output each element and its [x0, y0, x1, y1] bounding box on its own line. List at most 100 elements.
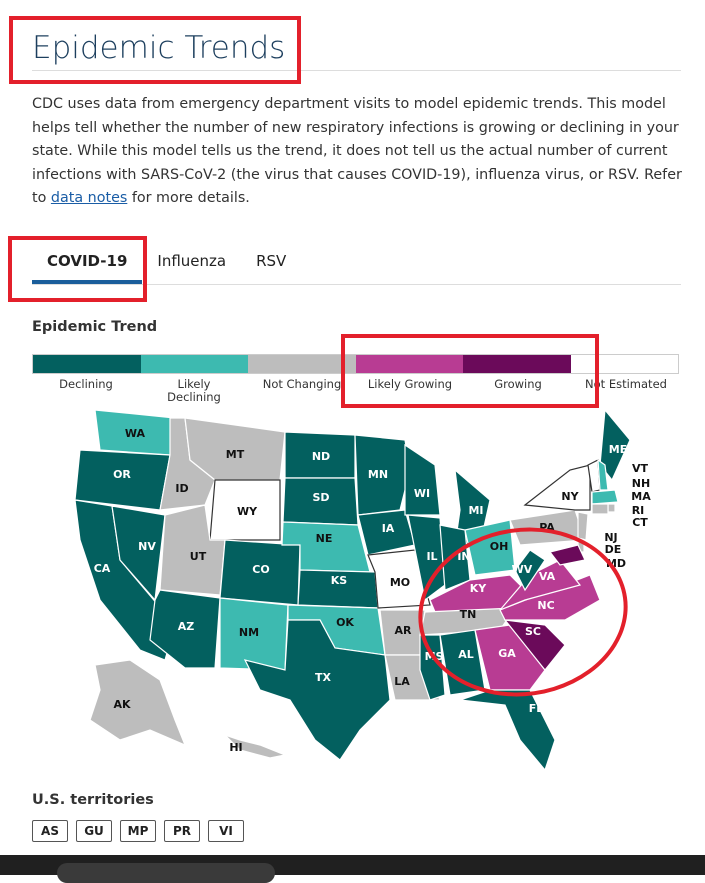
legend-swatch — [463, 355, 571, 373]
intro-text: CDC uses data from emergency department … — [32, 93, 682, 211]
legend-swatch — [248, 355, 356, 373]
state-label: NE — [316, 532, 333, 545]
state-nj[interactable] — [577, 511, 589, 541]
state-label: NY — [561, 490, 579, 503]
state-label: OK — [336, 616, 354, 629]
state-label: RI — [632, 504, 645, 517]
state-tx[interactable] — [243, 619, 391, 761]
state-label: MS — [425, 650, 444, 663]
tab-influenza[interactable]: Influenza — [157, 252, 227, 270]
state-label: NV — [138, 540, 156, 553]
state-label: SD — [312, 491, 329, 504]
legend-bar — [32, 354, 679, 374]
legend-label: Likely Declining — [167, 377, 221, 404]
state-label: UT — [190, 550, 207, 563]
state-label: FL — [529, 702, 544, 715]
page-title: Epidemic Trends — [32, 30, 286, 66]
state-label: HI — [229, 741, 242, 754]
state-al[interactable] — [439, 629, 486, 696]
state-label: VA — [539, 570, 556, 583]
state-label: LA — [394, 675, 410, 688]
state-label: MO — [390, 576, 410, 589]
tab-covid-19[interactable]: COVID-19 — [32, 250, 143, 284]
pathogen-tabs: COVID-19 Influenza RSV — [32, 250, 681, 285]
territory-button-as[interactable]: AS — [32, 820, 68, 842]
tab-rsv[interactable]: RSV — [256, 252, 287, 270]
state-label: IN — [457, 550, 470, 563]
data-notes-link[interactable]: data notes — [50, 190, 128, 206]
state-label: SC — [525, 625, 541, 638]
state-label: GA — [498, 647, 516, 660]
territory-button-vi[interactable]: VI — [208, 820, 244, 842]
state-wi[interactable] — [404, 443, 441, 516]
state-label: MN — [368, 468, 388, 481]
legend-swatch — [355, 355, 463, 373]
legend-swatch — [33, 355, 141, 373]
state-label: WI — [414, 487, 430, 500]
state-label: AZ — [178, 620, 195, 633]
legend-label: Not Changing — [262, 377, 342, 391]
state-label: PA — [539, 521, 555, 534]
territory-button-pr[interactable]: PR — [164, 820, 200, 842]
state-ma[interactable] — [591, 489, 619, 505]
state-label: ME — [609, 443, 627, 456]
state-label: VT — [632, 462, 649, 475]
state-wy[interactable] — [209, 479, 281, 541]
state-label: ND — [312, 450, 330, 463]
state-ga[interactable] — [474, 624, 546, 691]
territory-button-mp[interactable]: MP — [120, 820, 156, 842]
legend-label: Likely Growing — [367, 377, 453, 391]
state-label: NM — [239, 626, 259, 639]
state-label: WV — [512, 563, 533, 576]
state-label: NH — [632, 477, 650, 490]
state-ri[interactable] — [607, 503, 616, 513]
territories-title: U.S. territories — [32, 792, 154, 808]
state-label: IL — [426, 550, 437, 563]
state-sc[interactable] — [503, 619, 566, 671]
state-label: WY — [237, 505, 258, 518]
territory-button-gu[interactable]: GU — [76, 820, 112, 842]
state-label: OR — [113, 468, 131, 481]
state-ct[interactable] — [591, 503, 609, 515]
state-ny[interactable] — [523, 464, 591, 511]
state-label: IA — [382, 522, 395, 535]
state-label: KY — [470, 582, 488, 595]
state-wv[interactable] — [514, 549, 546, 592]
state-il[interactable] — [407, 514, 446, 602]
state-label: NC — [537, 599, 554, 612]
state-label: AK — [113, 698, 131, 711]
state-label: CA — [94, 562, 111, 575]
intro-part: for more details. — [127, 190, 250, 206]
state-label: CO — [252, 563, 269, 576]
intro-part: CDC uses data from emergency department … — [32, 96, 682, 206]
taskbar-search[interactable] — [57, 863, 275, 883]
state-label: MA — [631, 490, 651, 503]
state-me[interactable] — [599, 408, 631, 482]
state-label: AR — [395, 624, 413, 637]
state-label: KS — [331, 574, 348, 587]
state-label: MD — [606, 557, 626, 570]
state-label: ID — [175, 482, 188, 495]
state-label: AL — [458, 648, 474, 661]
state-fl[interactable] — [459, 689, 556, 772]
state-ak[interactable] — [89, 659, 187, 747]
legend-title: Epidemic Trend — [32, 319, 158, 335]
state-label: MI — [468, 504, 483, 517]
state-label: TN — [460, 608, 477, 621]
state-label: CT — [632, 516, 648, 529]
state-label: NJ — [604, 531, 617, 544]
legend-label: Growing — [494, 377, 542, 391]
state-nh[interactable] — [597, 458, 609, 491]
us-map: WA OR CA NV ID MT WY UT CO AZ NM ND SD NE KS OK TX MN IA MO… — [74, 408, 651, 772]
state-label: WA — [125, 427, 146, 440]
state-hi[interactable] — [224, 734, 288, 759]
state-mo[interactable] — [367, 549, 431, 609]
state-ms[interactable] — [419, 634, 446, 701]
state-label: DE — [605, 543, 622, 556]
state-label: MT — [226, 448, 245, 461]
legend-label: Declining — [59, 377, 113, 391]
legend-swatch — [140, 355, 248, 373]
state-label: TX — [315, 671, 332, 684]
state-label: OH — [490, 540, 509, 553]
state-md[interactable] — [548, 544, 586, 566]
